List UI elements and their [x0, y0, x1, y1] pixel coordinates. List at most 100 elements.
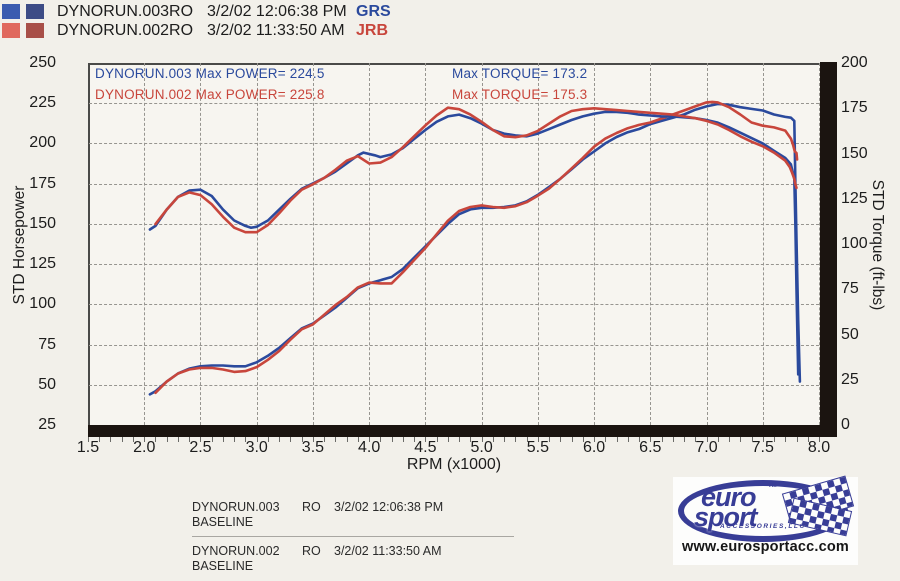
x-minor-tick — [549, 437, 551, 442]
x-minor-tick — [211, 437, 213, 442]
legend-swatch-icon — [2, 4, 20, 19]
x-minor-tick — [200, 437, 202, 442]
run1-filename: DYNORUN.003RO — [57, 3, 194, 20]
right-axis-bar — [820, 62, 837, 437]
x-tick-label: 3.0 — [245, 439, 268, 456]
logo-word-euro: euro — [701, 482, 757, 512]
row1-baseline: BASELINE — [192, 515, 254, 529]
x-minor-tick — [436, 437, 438, 442]
x-minor-tick — [222, 437, 224, 442]
x-minor-tick — [132, 437, 134, 442]
x-tick-label: 7.5 — [751, 439, 774, 456]
horizontal-gridline — [89, 344, 819, 346]
x-minor-tick — [762, 437, 764, 442]
x-minor-tick — [470, 437, 472, 442]
x-minor-tick — [672, 437, 674, 442]
x-minor-tick — [785, 437, 787, 442]
left-axis-title: STD Horsepower — [11, 185, 28, 305]
vertical-gridline — [256, 63, 258, 425]
x-minor-tick — [819, 437, 820, 442]
left-tick-label: 25 — [38, 416, 56, 433]
x-tick-label: 3.5 — [301, 439, 325, 456]
x-minor-tick — [537, 437, 539, 442]
legend-swatch-icon — [2, 23, 20, 38]
vertical-gridline — [312, 63, 314, 425]
x-minor-tick — [402, 437, 404, 442]
x-minor-tick — [526, 437, 528, 442]
x-minor-tick — [481, 437, 483, 442]
left-tick-label: 125 — [29, 255, 56, 273]
vertical-gridline — [144, 63, 146, 425]
x-minor-tick — [369, 437, 371, 442]
vertical-gridline — [650, 63, 652, 425]
row1-type: RO — [302, 500, 321, 514]
x-minor-tick — [99, 437, 101, 442]
left-tick-label: 225 — [29, 94, 56, 112]
x-minor-tick — [357, 437, 359, 442]
right-tick-label: 0 — [841, 416, 850, 433]
x-minor-tick — [346, 437, 348, 442]
x-minor-tick — [796, 437, 798, 442]
x-tick-label: 1.5 — [76, 439, 100, 456]
x-minor-tick — [335, 437, 337, 442]
x-minor-tick — [639, 437, 641, 442]
run1-operator: GRS — [356, 3, 391, 20]
row1-datetime: 3/2/02 12:06:38 PM — [334, 500, 444, 514]
left-tick-label: 100 — [29, 295, 56, 313]
x-minor-tick — [144, 437, 146, 442]
x-tick-label: 4.5 — [414, 439, 437, 456]
table-divider — [192, 536, 514, 537]
logo-tm-mark: TM — [768, 483, 777, 489]
annotation-max-torque-run002: Max TORQUE= 175.3 — [452, 87, 588, 102]
x-minor-tick — [807, 437, 809, 442]
annotation-max-power-run003: DYNORUN.003 Max POWER= 224.5 — [95, 66, 325, 81]
right-axis-title: STD Torque (ft-lbs) — [869, 179, 886, 311]
horizontal-gridline — [89, 143, 819, 145]
left-tick-label: 175 — [29, 174, 56, 192]
vertical-gridline — [369, 63, 371, 425]
x-minor-tick — [717, 437, 719, 442]
vertical-gridline — [537, 63, 539, 425]
x-minor-tick — [560, 437, 562, 442]
x-minor-tick — [650, 437, 652, 442]
x-minor-tick — [290, 437, 292, 442]
x-minor-tick — [380, 437, 382, 442]
x-minor-tick — [695, 437, 697, 442]
x-minor-tick — [88, 437, 89, 442]
vertical-gridline — [425, 63, 427, 425]
right-tick-label: 125 — [841, 189, 868, 207]
x-minor-tick — [459, 437, 461, 442]
horizontal-gridline — [89, 304, 819, 306]
left-tick-label: 250 — [29, 54, 56, 71]
annotation-max-power-run002: DYNORUN.002 Max POWER= 225.8 — [95, 87, 325, 102]
x-minor-tick — [155, 437, 157, 442]
x-minor-tick — [706, 437, 708, 442]
x-minor-tick — [279, 437, 281, 442]
table-row: DYNORUN.003 RO 3/2/02 12:06:38 PM BASELI… — [192, 500, 522, 530]
horizontal-gridline — [89, 183, 819, 185]
annotation-max-torque-run003: Max TORQUE= 173.2 — [452, 66, 588, 81]
legend-swatch-icon — [26, 23, 44, 38]
x-minor-tick — [594, 437, 596, 442]
x-minor-tick — [504, 437, 506, 442]
right-tick-label: 100 — [841, 235, 868, 252]
x-minor-tick — [256, 437, 258, 442]
x-minor-tick — [740, 437, 742, 442]
x-minor-tick — [751, 437, 753, 442]
horizontal-gridline — [89, 384, 819, 386]
x-minor-tick — [571, 437, 573, 442]
run-table: DYNORUN.003 RO 3/2/02 12:06:38 PM BASELI… — [192, 500, 522, 574]
x-tick-label: 2.5 — [189, 439, 212, 456]
run1-datetime: 3/2/02 12:06:38 PM — [207, 3, 347, 20]
logo-url: www.eurosportacc.com — [681, 539, 850, 555]
x-minor-tick — [121, 437, 123, 442]
x-minor-tick — [189, 437, 191, 442]
x-minor-tick — [391, 437, 393, 442]
x-tick-label: 6.0 — [582, 439, 606, 456]
x-minor-tick — [110, 437, 112, 442]
legend-swatch-icon — [26, 4, 44, 19]
x-minor-tick — [774, 437, 775, 442]
x-minor-tick — [492, 437, 494, 442]
run2-filename: DYNORUN.002RO — [57, 22, 194, 39]
right-tick-label: 150 — [841, 144, 868, 162]
